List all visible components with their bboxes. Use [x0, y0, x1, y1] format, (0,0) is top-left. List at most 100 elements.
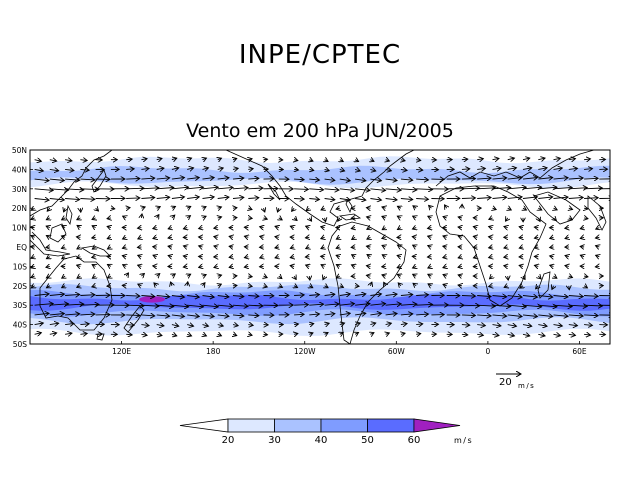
wind-vector [507, 305, 527, 307]
wind-vector [340, 323, 345, 325]
wind-vector [584, 178, 598, 179]
wind-vector [294, 199, 304, 200]
vector-key-value: 20 [499, 377, 512, 388]
wind-vector [232, 315, 244, 316]
wind-vector [400, 304, 417, 305]
wind-vector [65, 294, 80, 295]
wind-vector [520, 286, 523, 288]
wind-vector [492, 188, 511, 189]
wind-vector [336, 255, 340, 256]
colorbar-unit: m/s [454, 436, 473, 445]
wind-vector [553, 187, 573, 188]
wind-vector [157, 207, 161, 209]
wind-vector [416, 189, 432, 190]
wind-vector [217, 197, 229, 198]
wind-vector [92, 276, 95, 278]
wind-vector [248, 296, 259, 297]
wind-vector [80, 169, 89, 170]
wind-vector [107, 226, 111, 227]
wind-vector [187, 325, 193, 327]
wind-vector [385, 314, 398, 315]
colorbar-box [367, 418, 415, 433]
wind-vector [397, 228, 401, 230]
wind-vector [339, 304, 355, 306]
wind-vector [552, 286, 554, 290]
wind-vector [584, 198, 598, 199]
wind-vector [232, 168, 238, 169]
lon-label: 180 [206, 347, 221, 356]
wind-vector [370, 313, 381, 315]
wind-vector [336, 247, 340, 248]
lat-label: 50S [13, 340, 28, 349]
wind-vector [506, 218, 508, 221]
wind-vector [260, 236, 264, 237]
wind-vector [260, 227, 264, 228]
wind-vector [309, 324, 314, 325]
wind-vector [62, 286, 66, 288]
wind-vector [412, 237, 416, 238]
wind-vector [458, 217, 462, 218]
wind-vector [141, 159, 147, 160]
wind-vector [492, 334, 500, 335]
wind-vector [519, 227, 523, 228]
wind-vector [264, 334, 268, 335]
japan-coast [91, 169, 107, 193]
wind-vector [202, 305, 219, 307]
wind-vector [156, 315, 170, 316]
wind-vector [477, 168, 485, 169]
wind-vector [156, 168, 164, 169]
wind-vector [203, 334, 207, 336]
wind-vector [534, 247, 538, 248]
wind-vector [461, 334, 468, 335]
wind-vector [187, 168, 193, 170]
wind-vector [492, 178, 507, 179]
wind-vector [77, 225, 80, 227]
wind-vector [385, 169, 392, 170]
wind-vector [477, 305, 495, 306]
wind-vector [248, 276, 252, 277]
wind-vector [203, 283, 206, 286]
wind-vector [538, 187, 557, 189]
wind-vector [324, 189, 339, 190]
wind-vector [77, 276, 80, 278]
wind-vector [294, 218, 297, 221]
wind-vector [416, 314, 428, 315]
wind-vector [77, 218, 81, 220]
wind-vector [187, 315, 199, 317]
wind-vector [80, 179, 95, 180]
wind-vector [416, 169, 423, 170]
wind-vector [172, 334, 177, 336]
wind-vector [489, 218, 493, 220]
wind-vector [504, 286, 508, 288]
wind-vector [49, 169, 59, 170]
wind-vector [122, 285, 126, 286]
wind-vector [461, 159, 468, 160]
wind-vector [34, 160, 42, 162]
wind-vector [522, 315, 538, 317]
wind-vector [46, 276, 50, 278]
sumatra-java-coast [30, 231, 71, 257]
wind-vector [217, 325, 224, 326]
colorbar: 20 30 40 50 60 m/s [179, 418, 473, 446]
wind-vector [171, 197, 185, 199]
wind-vector [400, 294, 413, 295]
wind-vector [49, 323, 59, 324]
lat-label: 20N [12, 204, 27, 213]
wind-vector [171, 282, 172, 286]
wind-vector [46, 286, 49, 288]
colorbar-box [320, 418, 368, 433]
wind-vector [584, 286, 587, 288]
wind-vector [355, 189, 370, 191]
wind-vector [171, 315, 185, 317]
wind-vector [428, 246, 432, 247]
wind-vector [156, 296, 170, 297]
wind-vector [413, 216, 417, 218]
wind-vector-field [31, 158, 610, 336]
wind-vector [218, 284, 222, 286]
wind-vector [248, 305, 263, 306]
wind-vector [534, 265, 538, 266]
wind-vector [49, 294, 65, 295]
wind-vector [244, 257, 248, 258]
wind-vector [400, 324, 407, 325]
wind-vector [553, 197, 569, 198]
